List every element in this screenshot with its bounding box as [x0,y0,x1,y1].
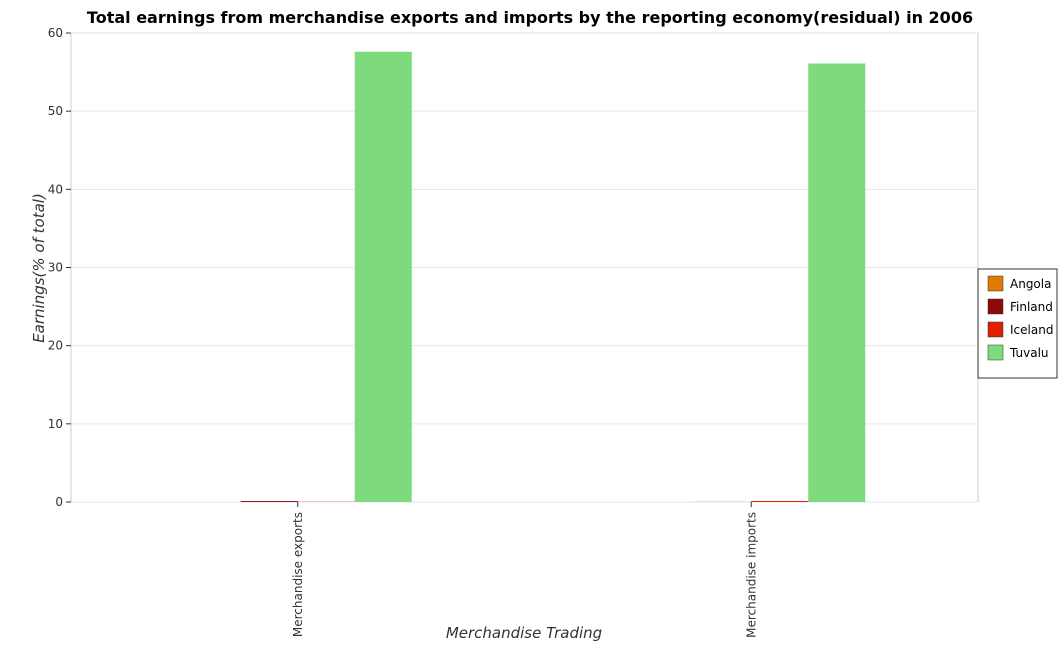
bar-tuvalu-exports [354,51,412,502]
legend-label-finland: Finland [1010,300,1053,314]
bar-iceland-imports [751,500,809,502]
y-tick-label: 60 [48,26,63,40]
x-tick-label: Merchandise exports [291,512,305,637]
x-axis-ticks: Merchandise exports Merchandise imports [291,502,758,638]
y-tick-label: 50 [48,104,63,118]
legend-swatch-finland [987,298,1004,315]
x-axis-label: Merchandise Trading [446,624,602,642]
y-axis-label: Earnings(% of total) [30,193,48,343]
legend-swatch-tuvalu [987,344,1004,361]
y-tick-label: 0 [55,495,63,509]
legend-swatch-iceland [987,321,1004,338]
y-tick-label: 40 [48,182,63,196]
y-axis-ticks: 0 10 20 30 40 50 60 [48,26,71,509]
chart-title: Total earnings from merchandise exports … [87,8,973,27]
legend-swatch-angola [987,275,1004,292]
bar-tuvalu-imports [808,63,866,503]
y-tick-label: 30 [48,261,63,275]
legend: Angola Finland Iceland Tuvalu [977,268,1058,379]
y-tick-label: 10 [48,417,63,431]
bar-finland-exports [240,501,298,502]
legend-label-iceland: Iceland [1010,323,1053,337]
bars [240,51,866,503]
legend-label-angola: Angola [1010,277,1051,291]
x-tick-label: Merchandise imports [744,512,758,638]
y-tick-label: 20 [48,339,63,353]
legend-label-tuvalu: Tuvalu [1009,346,1049,360]
